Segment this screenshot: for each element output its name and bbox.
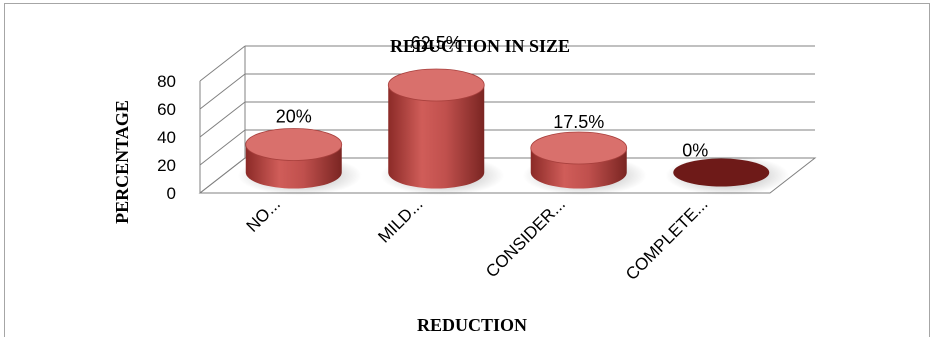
y-tick-label: 80 — [157, 72, 176, 91]
x-category-label: COMPLETE... — [622, 194, 712, 284]
chart-title: REDUCTION IN SIZE — [390, 36, 570, 56]
y-tick-label: 60 — [157, 100, 176, 119]
gridline-side — [199, 129, 246, 166]
bar-top — [245, 128, 343, 161]
bar-top — [387, 68, 485, 102]
data-label: 17.5% — [553, 112, 604, 132]
data-label: 20% — [276, 107, 312, 127]
y-tick-label: 0 — [167, 184, 176, 203]
y-tick-label: 20 — [157, 156, 176, 175]
bar — [388, 85, 485, 189]
x-category-label: MILD... — [374, 194, 426, 246]
y-axis-title: PERCENTAGE — [112, 100, 132, 224]
bar-top — [530, 131, 628, 165]
data-label: 0% — [682, 141, 708, 161]
gridline-side — [199, 101, 246, 138]
x-category-label: CONSIDER... — [482, 194, 569, 281]
y-axis-ticks: 0 20 40 60 80 — [157, 72, 176, 203]
gridline-side — [199, 157, 246, 194]
data-label: 62.5% — [411, 33, 462, 53]
chart-axes — [198, 45, 817, 194]
gridline-side — [199, 73, 246, 110]
bars-group — [237, 68, 790, 196]
bar — [673, 158, 770, 187]
data-labels: 20% 62.5% 17.5% 0% — [276, 33, 709, 161]
x-axis-title: REDUCTION — [417, 315, 527, 335]
gridline-side — [199, 45, 246, 82]
x-category-label: NO... — [243, 194, 284, 235]
x-axis-categories: NO... MILD... CONSIDER... COMPLETE... — [243, 194, 712, 284]
y-tick-label: 40 — [157, 128, 176, 147]
